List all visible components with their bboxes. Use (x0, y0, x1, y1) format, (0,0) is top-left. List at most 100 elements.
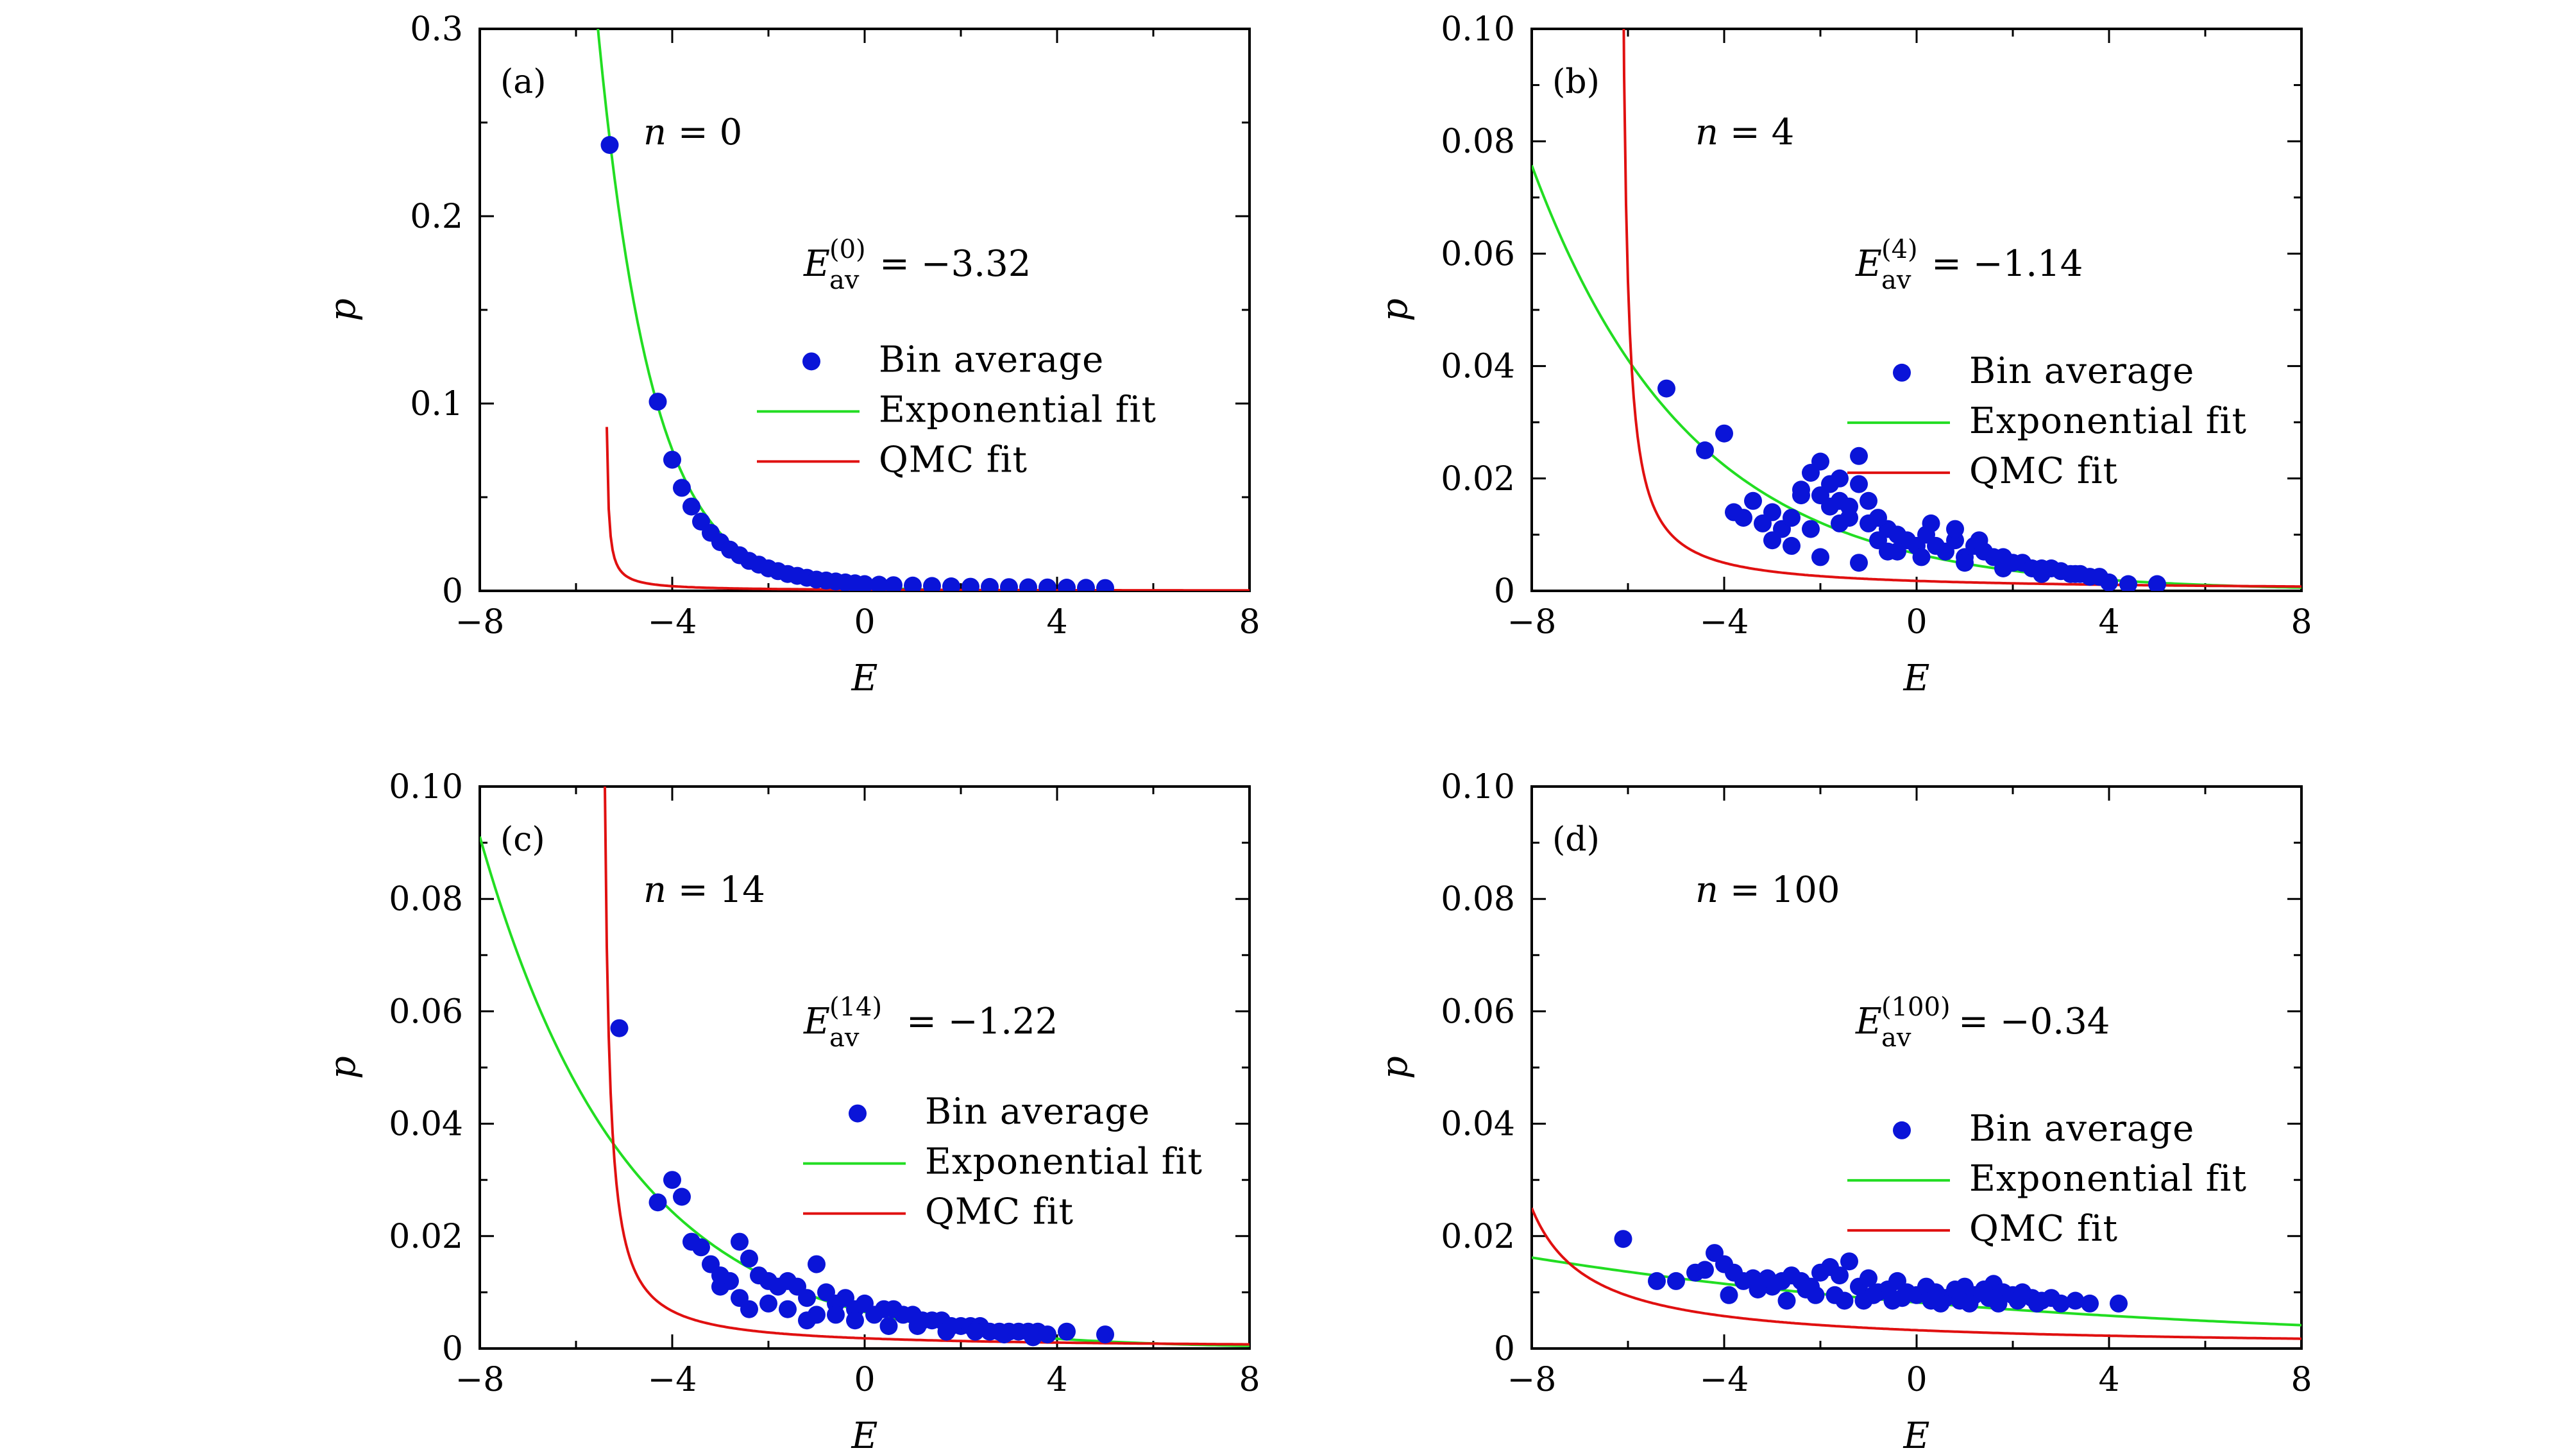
legend-label-qmc: QMC fit (1969, 450, 2118, 492)
y-tick-label: 0.02 (1441, 460, 1515, 498)
x-axis-label: E (1903, 1415, 1930, 1455)
bin-average-point (2119, 575, 2137, 591)
energy-annotation: E (803, 1001, 830, 1042)
bin-average-point (1667, 1272, 1685, 1290)
bin-average-point (798, 1311, 816, 1330)
legend-label-bin: Bin average (1969, 350, 2194, 392)
legend-label-qmc: QMC fit (1969, 1208, 2118, 1250)
bin-average-point (673, 479, 691, 497)
bin-average-point (942, 577, 960, 591)
bin-average-point (1831, 469, 1849, 488)
bin-average-point (1826, 1286, 1844, 1304)
bin-average-point (2100, 573, 2118, 591)
legend: Bin average Exponential fit QMC fit (803, 1091, 1202, 1233)
bin-average-point (648, 1193, 667, 1212)
bin-average-point (1096, 579, 1114, 591)
bin-average-point (2028, 1294, 2046, 1313)
y-tick-label: 0.08 (1441, 123, 1515, 161)
legend-label-exponential: Exponential fit (1969, 1158, 2247, 1200)
bin-average-point (779, 1300, 797, 1318)
exponential-fit-line (597, 29, 1250, 591)
chart-panel-a: −8 −4 0 4 800.10.20.3Ep(a)n = 0E (0)av = −3.32… (322, 10, 1260, 699)
legend: Bin average Exponential fit QMC fit (757, 339, 1157, 481)
bin-average-point (879, 1317, 898, 1335)
bin-average-point (1058, 579, 1076, 591)
bin-average-point (673, 1187, 691, 1206)
x-axis-label: E (851, 658, 878, 699)
bin-average-point (610, 1019, 629, 1037)
x-tick-label: 8 (2291, 603, 2312, 642)
bin-average-point (1648, 1272, 1666, 1290)
chart-panel-c: −8 −4 0 4 8 0 0.02 0.04 0.06 0.08 0.10 Ep (c) n = 14 E… (322, 768, 1260, 1455)
energy-subscript: av (1881, 266, 1911, 295)
bin-average-point (1000, 578, 1018, 591)
bin-average-point (1840, 1252, 1858, 1271)
bin-average-point (740, 1249, 758, 1268)
bin-average-point (798, 1289, 816, 1307)
bin-average-point (904, 576, 922, 591)
bin-average-point (908, 1317, 927, 1335)
bin-average-point (981, 577, 999, 591)
bin-average-point (1850, 475, 1868, 493)
x-tick-label: −8 (455, 1361, 505, 1399)
y-tick-label: 0.04 (389, 1105, 463, 1144)
bin-average-point (1777, 1291, 1796, 1310)
bin-average-point (663, 450, 681, 469)
bin-average-point (1850, 554, 1868, 572)
bin-average-point (1840, 497, 1858, 516)
x-axis-label: E (851, 1415, 878, 1455)
y-axis-label: p (322, 298, 364, 321)
y-axis-label: p (1374, 1056, 1416, 1079)
bin-average-point (2066, 1291, 2085, 1310)
x-tick-label: 0 (1906, 603, 1927, 642)
bin-average-point (692, 1238, 710, 1257)
energy-superscript: (14) (829, 992, 882, 1022)
legend: Bin average Exponential fit QMC fit (1847, 1108, 2247, 1250)
bin-average-point (1096, 1325, 1114, 1344)
legend-points-swatch (849, 1104, 867, 1123)
energy-subscript: av (829, 1023, 860, 1053)
bin-average-point (1860, 1269, 1877, 1288)
x-tick-label: 0 (1906, 1361, 1927, 1399)
bin-average-point (1802, 520, 1820, 538)
y-tick-label: 0.3 (410, 10, 463, 49)
panel-tag: (b) (1552, 63, 1600, 101)
plot-frame (479, 28, 1251, 592)
bin-average-point (1931, 1294, 1950, 1313)
y-axis-label: p (1374, 298, 1416, 321)
bin-average-point (1614, 1230, 1632, 1248)
x-tick-label: 8 (2291, 1361, 2312, 1399)
legend-points-swatch (1893, 1121, 1911, 1139)
bin-average-point (1883, 1291, 1902, 1310)
y-tick-label: 0 (1494, 1330, 1515, 1368)
bin-average-point (1783, 509, 1801, 527)
n-annotation: n = 0 (643, 112, 742, 153)
legend-label-bin: Bin average (879, 339, 1104, 380)
n-annotation: n = 4 (1695, 112, 1794, 153)
bin-average-point (885, 576, 902, 591)
bin-average-point (2052, 1294, 2070, 1313)
bin-average-point (711, 1266, 729, 1285)
bin-average-point (2081, 1294, 2099, 1313)
bin-average-point (1715, 424, 1733, 443)
bin-average-point (1696, 1261, 1714, 1279)
y-axis-label: p (322, 1056, 364, 1079)
bin-average-point (1811, 452, 1829, 471)
bin-average-point (1077, 579, 1095, 591)
bin-average-point (1960, 1294, 1979, 1313)
energy-superscript: (100) (1881, 992, 1951, 1022)
x-tick-label: −8 (1507, 1361, 1557, 1399)
bin-average-point (740, 1300, 758, 1318)
energy-subscript: av (1881, 1023, 1911, 1053)
energy-value: = −0.34 (1958, 1001, 2110, 1042)
x-tick-label: 8 (1239, 603, 1260, 642)
bin-average-point (2110, 1294, 2128, 1313)
chart-panel-d: −8 −4 0 4 8 0 0.02 0.04 0.06 0.08 0.10 Ep (d) n = 100… (1374, 768, 2312, 1455)
energy-annotation: E (1855, 243, 1882, 285)
bin-average-point (1058, 1322, 1076, 1341)
qmc-fit-line (603, 787, 1250, 1346)
legend-label-exponential: Exponential fit (879, 389, 1157, 430)
bin-average-point (648, 393, 667, 411)
x-tick-label: −4 (648, 1361, 697, 1399)
